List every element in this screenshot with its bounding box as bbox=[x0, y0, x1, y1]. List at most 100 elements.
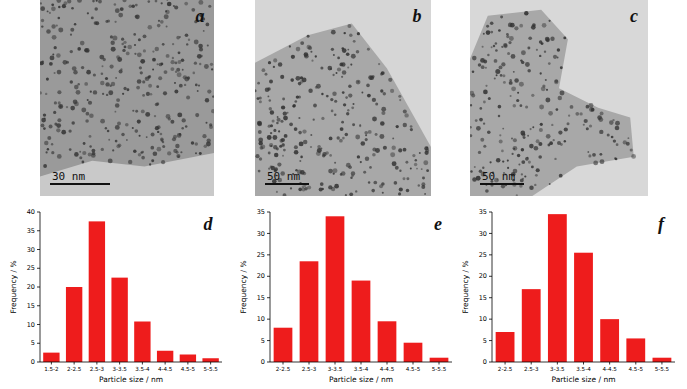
particle bbox=[269, 107, 272, 110]
particle bbox=[184, 2, 188, 6]
particle bbox=[126, 88, 129, 91]
x-tick bbox=[635, 362, 636, 365]
y-tick-label: 35 bbox=[479, 208, 487, 216]
particle bbox=[112, 149, 114, 151]
x-tick-label: 4-4.5 bbox=[602, 366, 617, 372]
particle bbox=[205, 98, 209, 102]
particle bbox=[89, 145, 91, 147]
particle bbox=[120, 7, 124, 11]
x-tick-label: 2-2.5 bbox=[498, 366, 513, 372]
particle bbox=[521, 173, 523, 175]
y-axis bbox=[270, 212, 271, 362]
particle bbox=[163, 91, 167, 95]
particle bbox=[289, 122, 293, 126]
particle bbox=[419, 152, 421, 154]
particle bbox=[352, 103, 354, 105]
particle bbox=[503, 43, 507, 47]
particle bbox=[100, 81, 104, 85]
bars bbox=[43, 221, 219, 362]
particle bbox=[421, 168, 423, 170]
particle bbox=[568, 115, 570, 117]
particle bbox=[276, 191, 278, 193]
y-tick bbox=[489, 362, 492, 363]
particle bbox=[134, 44, 136, 46]
particle bbox=[521, 50, 526, 55]
particle bbox=[359, 125, 361, 127]
particle bbox=[174, 90, 178, 94]
x-tick-label: 5-5.5 bbox=[432, 366, 447, 372]
particle bbox=[146, 136, 148, 138]
particle bbox=[135, 4, 138, 7]
particle bbox=[513, 146, 518, 151]
particle bbox=[478, 63, 481, 66]
y-tick bbox=[267, 319, 270, 320]
particle bbox=[207, 89, 211, 93]
particle bbox=[614, 157, 616, 159]
particle bbox=[61, 130, 66, 135]
particle bbox=[152, 50, 154, 52]
particle bbox=[390, 152, 395, 157]
particle bbox=[404, 113, 408, 117]
particle bbox=[333, 168, 338, 173]
chart: 051015202530352-2.52.5-33-3.53.5-44-4.54… bbox=[461, 208, 675, 384]
particle bbox=[81, 108, 86, 113]
panel-label: a bbox=[196, 6, 205, 26]
particle bbox=[332, 74, 334, 76]
particle bbox=[424, 193, 426, 195]
particle bbox=[320, 66, 323, 69]
particle bbox=[82, 151, 86, 155]
particle bbox=[51, 3, 54, 6]
x-tick bbox=[583, 362, 584, 365]
particle bbox=[599, 153, 602, 156]
particle bbox=[154, 115, 156, 117]
particle bbox=[164, 14, 169, 19]
particle bbox=[198, 0, 203, 5]
particle bbox=[170, 67, 174, 71]
particle bbox=[403, 123, 407, 127]
particle bbox=[40, 61, 44, 65]
particle bbox=[135, 14, 140, 19]
particle bbox=[300, 76, 303, 79]
y-tick-label: 5 bbox=[261, 337, 265, 345]
particle bbox=[351, 106, 354, 109]
particle bbox=[159, 63, 163, 67]
particle bbox=[357, 32, 360, 35]
y-tick-label: 0 bbox=[483, 358, 487, 366]
particle bbox=[361, 141, 366, 146]
x-tick-label: 2-2.5 bbox=[67, 366, 82, 372]
particle bbox=[123, 41, 126, 44]
particle bbox=[415, 159, 417, 161]
tem-image: a30 nm bbox=[40, 0, 214, 196]
particle bbox=[296, 47, 301, 52]
particle bbox=[167, 2, 172, 7]
x-tick-label: 4.5-5 bbox=[629, 366, 644, 372]
particle bbox=[355, 190, 357, 192]
panel-label: c bbox=[630, 6, 638, 26]
particle bbox=[76, 90, 81, 95]
particle bbox=[153, 151, 158, 156]
x-tick-label: 3-3.5 bbox=[550, 366, 565, 372]
x-tick bbox=[119, 362, 120, 365]
particle bbox=[630, 148, 633, 151]
particle bbox=[366, 84, 370, 88]
particle bbox=[105, 82, 109, 86]
particle bbox=[498, 105, 502, 109]
particle bbox=[586, 105, 590, 109]
particle bbox=[134, 129, 138, 133]
particle bbox=[597, 115, 602, 120]
particle bbox=[77, 83, 79, 85]
particle bbox=[321, 93, 323, 95]
particle bbox=[283, 149, 286, 152]
particle bbox=[54, 72, 56, 74]
bar bbox=[157, 351, 173, 362]
particle bbox=[93, 73, 96, 76]
particle bbox=[514, 26, 518, 30]
x-tick bbox=[210, 362, 211, 365]
particle bbox=[202, 134, 206, 138]
particle bbox=[500, 15, 503, 18]
particle bbox=[166, 26, 168, 28]
particle bbox=[548, 20, 550, 22]
particle bbox=[84, 48, 88, 52]
particle bbox=[141, 156, 145, 160]
particle bbox=[331, 110, 334, 113]
